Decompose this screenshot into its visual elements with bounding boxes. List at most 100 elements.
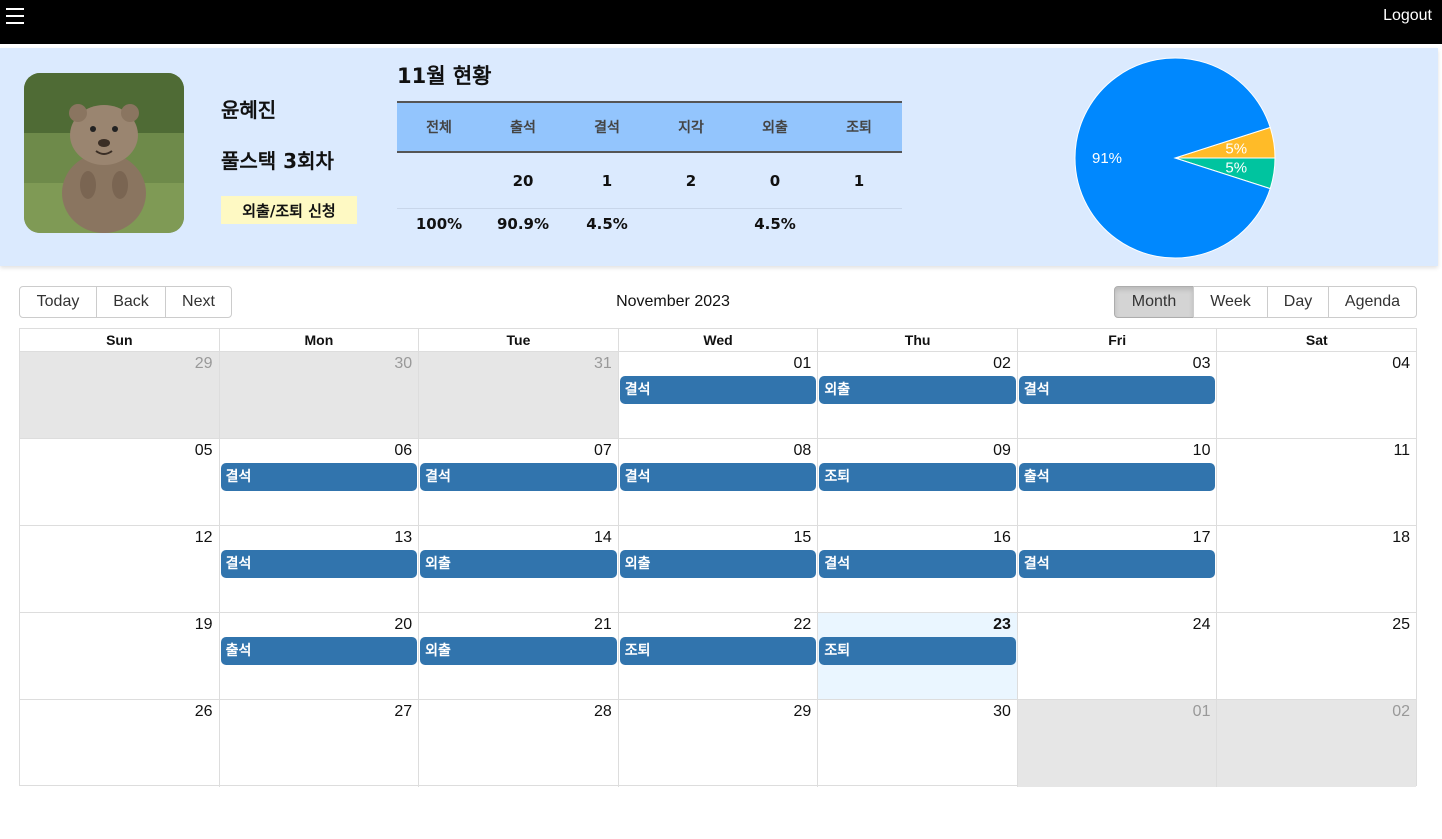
calendar-day-cell[interactable]: 14 외출	[418, 526, 618, 612]
attendance-event[interactable]: 외출	[619, 550, 817, 578]
day-number[interactable]: 18	[1392, 529, 1411, 546]
calendar-day-cell[interactable]: 03 결석	[1016, 352, 1217, 438]
calendar-day-cell[interactable]: 31	[418, 352, 618, 438]
calendar-day-cell[interactable]: 30	[817, 700, 1017, 787]
day-number[interactable]: 31	[593, 355, 612, 372]
day-number[interactable]: 03	[1192, 355, 1211, 372]
calendar-day-cell[interactable]: 01 결석	[617, 352, 818, 438]
attendance-event[interactable]: 결석	[220, 463, 418, 491]
calendar-day-cell[interactable]: 08 결석	[617, 439, 818, 525]
calendar-day-cell[interactable]: 17 결석	[1016, 526, 1217, 612]
day-number[interactable]: 30	[993, 703, 1011, 720]
calendar-day-cell[interactable]: 23 조퇴	[817, 613, 1017, 699]
attendance-event[interactable]: 결석	[420, 463, 617, 491]
next-button[interactable]: Next	[165, 286, 232, 318]
avatar	[24, 73, 184, 233]
day-number[interactable]: 19	[194, 616, 213, 633]
day-number[interactable]: 29	[194, 355, 213, 372]
calendar-day-cell[interactable]: 12	[20, 526, 219, 612]
day-number[interactable]: 02	[993, 355, 1011, 372]
calendar-day-cell[interactable]: 30	[218, 352, 419, 438]
month-view-button[interactable]: Month	[1114, 286, 1194, 318]
calendar-day-cell[interactable]: 05	[20, 439, 219, 525]
day-number[interactable]: 05	[194, 442, 213, 459]
day-number[interactable]: 01	[1192, 703, 1211, 720]
attendance-event[interactable]: 외출	[420, 550, 617, 578]
attendance-event[interactable]: 결석	[619, 376, 817, 404]
day-number[interactable]: 12	[194, 529, 213, 546]
calendar-day-cell[interactable]: 11	[1216, 439, 1416, 525]
attendance-event[interactable]: 출석	[1018, 463, 1216, 491]
day-number[interactable]: 22	[793, 616, 812, 633]
day-number[interactable]: 14	[593, 529, 612, 546]
calendar-day-cell[interactable]: 25	[1216, 613, 1416, 699]
calendar-day-cell[interactable]: 27	[218, 700, 419, 787]
attendance-event[interactable]: 결석	[1018, 550, 1216, 578]
week-view-button[interactable]: Week	[1193, 286, 1268, 318]
attendance-event[interactable]: 결석	[220, 550, 418, 578]
day-number[interactable]: 27	[394, 703, 413, 720]
attendance-event[interactable]: 조퇴	[819, 637, 1016, 665]
day-number[interactable]: 01	[793, 355, 812, 372]
weekday-label: Wed	[617, 329, 818, 351]
calendar-day-cell[interactable]: 18	[1216, 526, 1416, 612]
calendar-day-cell[interactable]: 21 외출	[418, 613, 618, 699]
day-number[interactable]: 15	[793, 529, 812, 546]
day-number[interactable]: 10	[1192, 442, 1211, 459]
calendar-week-row: 29 30 31 01 결석 02 외출 03 결석 04	[20, 352, 1416, 439]
calendar-day-cell[interactable]: 22 조퇴	[617, 613, 818, 699]
calendar-day-cell[interactable]: 29	[20, 352, 219, 438]
calendar-day-cell[interactable]: 24	[1016, 613, 1217, 699]
day-number[interactable]: 23	[993, 616, 1011, 633]
day-number[interactable]: 24	[1192, 616, 1211, 633]
day-number[interactable]: 04	[1392, 355, 1411, 372]
calendar-day-cell[interactable]: 16 결석	[817, 526, 1017, 612]
calendar-day-cell[interactable]: 06 결석	[218, 439, 419, 525]
attendance-event[interactable]: 외출	[420, 637, 617, 665]
calendar-day-cell[interactable]: 28	[418, 700, 618, 787]
calendar-day-cell[interactable]: 19	[20, 613, 219, 699]
calendar-day-cell[interactable]: 15 외출	[617, 526, 818, 612]
day-number[interactable]: 28	[593, 703, 612, 720]
day-number[interactable]: 20	[394, 616, 413, 633]
day-number[interactable]: 07	[593, 442, 612, 459]
day-number[interactable]: 30	[394, 355, 413, 372]
day-number[interactable]: 25	[1392, 616, 1411, 633]
day-view-button[interactable]: Day	[1267, 286, 1329, 318]
attendance-event[interactable]: 결석	[1018, 376, 1216, 404]
calendar-day-cell[interactable]: 26	[20, 700, 219, 787]
attendance-event[interactable]: 결석	[619, 463, 817, 491]
calendar-day-cell[interactable]: 02	[1216, 700, 1417, 787]
day-number[interactable]: 29	[793, 703, 812, 720]
attendance-event[interactable]: 조퇴	[619, 637, 817, 665]
day-number[interactable]: 08	[793, 442, 812, 459]
day-number[interactable]: 13	[394, 529, 413, 546]
day-number[interactable]: 09	[993, 442, 1011, 459]
attendance-event[interactable]: 출석	[220, 637, 418, 665]
attendance-event[interactable]: 외출	[819, 376, 1016, 404]
attendance-event[interactable]: 조퇴	[819, 463, 1016, 491]
calendar-day-cell[interactable]: 29	[617, 700, 818, 787]
day-number[interactable]: 06	[394, 442, 413, 459]
hamburger-menu-icon[interactable]	[6, 6, 24, 26]
day-number[interactable]: 17	[1192, 529, 1211, 546]
back-button[interactable]: Back	[96, 286, 166, 318]
agenda-view-button[interactable]: Agenda	[1328, 286, 1417, 318]
calendar-day-cell[interactable]: 02 외출	[817, 352, 1017, 438]
calendar-day-cell[interactable]: 20 출석	[218, 613, 419, 699]
calendar-day-cell[interactable]: 09 조퇴	[817, 439, 1017, 525]
calendar-day-cell[interactable]: 04	[1216, 352, 1416, 438]
calendar-day-cell[interactable]: 10 출석	[1016, 439, 1217, 525]
day-number[interactable]: 11	[1393, 442, 1411, 459]
attendance-event[interactable]: 결석	[819, 550, 1016, 578]
calendar-day-cell[interactable]: 13 결석	[218, 526, 419, 612]
day-number[interactable]: 21	[593, 616, 612, 633]
today-button[interactable]: Today	[19, 286, 97, 318]
calendar-day-cell[interactable]: 01	[1016, 700, 1217, 787]
calendar-day-cell[interactable]: 07 결석	[418, 439, 618, 525]
day-number[interactable]: 26	[194, 703, 213, 720]
logout-button[interactable]: Logout	[1383, 7, 1432, 24]
day-number[interactable]: 02	[1392, 703, 1411, 720]
outing-early-leave-request-button[interactable]: 외출/조퇴 신청	[221, 196, 357, 224]
day-number[interactable]: 16	[993, 529, 1011, 546]
